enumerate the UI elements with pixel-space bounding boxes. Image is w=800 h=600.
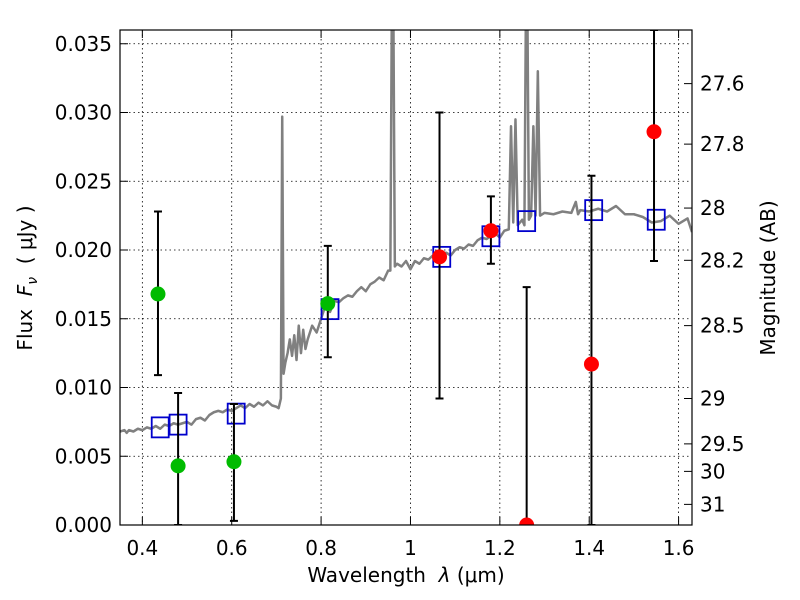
y2-axis-title: Magnitude (AB): [756, 200, 780, 355]
x-tick-label: 1: [404, 536, 417, 560]
x-tick-label: 0.6: [216, 536, 248, 560]
y2-tick-label: 28.5: [700, 314, 745, 338]
y2-tick-label: 29.5: [700, 432, 745, 456]
photometry-point: [150, 286, 166, 302]
y-tick-label: 0.015: [55, 307, 112, 331]
spectrum-line: [120, 30, 692, 435]
y-axis-title-prefix: Flux: [13, 296, 37, 350]
photometry-point: [432, 249, 448, 265]
model-photometry-marker: [584, 199, 604, 222]
photometry-point: [320, 296, 336, 312]
photometry-point: [519, 517, 535, 525]
x-tick-label: 1.6: [663, 536, 695, 560]
y2-tick-label: 27.8: [700, 132, 745, 156]
y-tick-label: 0.030: [55, 101, 112, 125]
photometry-point: [483, 223, 499, 239]
grid-lines: [120, 30, 692, 526]
y2-tick-label: 28: [700, 196, 725, 220]
photometry-point: [170, 458, 186, 474]
y-axis-title-suffix: ( μJy ): [13, 205, 37, 277]
x-tick-label: 0.4: [126, 536, 158, 560]
model-photometry-marker: [517, 210, 537, 233]
photometry-point: [646, 124, 662, 140]
y-tick-label: 0.025: [55, 169, 112, 193]
photometry-point: [583, 356, 599, 372]
x-tick-label: 1.4: [573, 536, 605, 560]
plot-data: [120, 30, 692, 525]
y-axis-title-subscript: ν: [25, 277, 41, 285]
model-photometry-marker: [646, 208, 666, 231]
y-axis-title: Flux Fν ( μJy ): [13, 205, 41, 350]
y-axis-title-symbol: F: [13, 284, 37, 296]
plot-frame: [119, 29, 693, 526]
x-tick-label: 1.2: [484, 536, 516, 560]
photometry-point: [226, 454, 242, 470]
x-tick-label: 0.8: [305, 536, 337, 560]
y-tick-label: 0.020: [55, 238, 112, 262]
y-tick-label: 0.035: [55, 32, 112, 56]
y2-tick-label: 30: [700, 459, 725, 483]
x-axis-title-suffix: (μm): [451, 563, 505, 587]
x-axis-title: Wavelength λ (μm): [307, 563, 504, 587]
x-axis-title-symbol: λ: [438, 563, 451, 587]
y-tick-label: 0.010: [55, 376, 112, 400]
axis-ticks: 0.4 0.6 0.8 1 1.2 1.4 1.6 0.000 0.005 0.010 0.015 0…: [55, 30, 745, 560]
x-axis-title-prefix: Wavelength: [307, 563, 438, 587]
y2-tick-label: 31: [700, 492, 725, 516]
y2-tick-label: 29: [700, 387, 725, 411]
y-tick-label: 0.005: [55, 444, 112, 468]
y2-tick-label: 28.2: [700, 248, 745, 272]
y2-tick-label: 27.6: [700, 72, 745, 96]
y-tick-label: 0.000: [55, 513, 112, 537]
